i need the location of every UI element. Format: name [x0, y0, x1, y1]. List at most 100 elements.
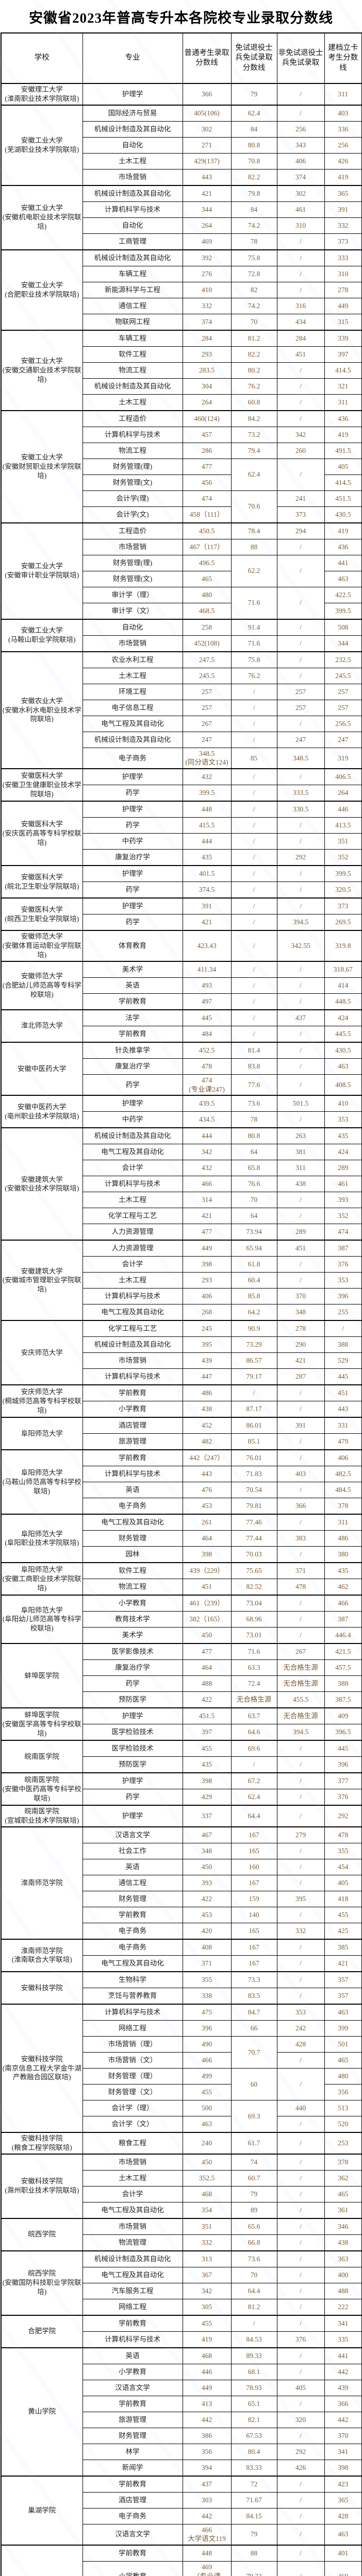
school-cell-22: 阜阳师范大学	[1, 1417, 83, 1450]
table-row: 皖南医学院 (宣城职业技术学院联培) 护理学 337 64.4/292	[1, 1805, 362, 1827]
score-nonexempt-veteran-cell: /	[276, 2363, 325, 2380]
score-nonexempt-veteran-cell: 426	[276, 2459, 325, 2477]
score-exempt-veteran-cell: /	[231, 731, 277, 748]
score-normal-cell: 354	[182, 2201, 232, 2219]
score-nonexempt-veteran-cell: 257	[276, 699, 325, 716]
score-exempt-veteran-cell: 76.2	[231, 667, 277, 684]
school-cell-11: 安徽医科大学 (皖北卫生职业学院联培)	[1, 865, 83, 899]
score-filecard-cell: 365	[324, 2492, 362, 2509]
score-filecard-cell: 310	[324, 265, 362, 282]
score-exempt-veteran-cell: 73.6	[231, 2250, 277, 2267]
table-row: 皖西学院 (安徽国防科技职业学院联培) 机械设计制造及其自动化 313 73.6/36…	[1, 2250, 362, 2316]
score-nonexempt-veteran-cell: 348.5	[276, 747, 325, 769]
score-exempt-veteran-cell: 73.94	[231, 1224, 277, 1241]
score-exempt-veteran-cell: 73.3	[231, 1971, 277, 1988]
score-nonexempt-veteran-cell: 394.5	[276, 914, 325, 931]
score-nonexempt-veteran-cell: 263	[276, 1127, 325, 1145]
major-cell: 审计学（文）	[82, 602, 183, 620]
score-exempt-veteran-cell: 79	[231, 2185, 277, 2202]
score-exempt-veteran-cell: 87.17	[231, 1401, 277, 1418]
column-header-2: 普通考生录取分数线	[182, 32, 232, 84]
score-normal-cell: 496.5	[182, 554, 232, 571]
major-cell: 机械设计制造及其自动化	[82, 1127, 183, 1145]
score-filecard-cell: 445	[324, 1368, 362, 1385]
table-row: 土木工程 429(137) 70.8 406 426	[1, 152, 362, 170]
score-filecard-cell: 336	[324, 121, 362, 138]
major-cell: 市场营销	[82, 2217, 183, 2235]
score-normal-cell: 245.5	[182, 667, 232, 684]
score-exempt-veteran-cell: 79	[231, 83, 277, 106]
major-cell: 会计学	[82, 2185, 183, 2202]
score-normal-cell: 451	[182, 1579, 232, 1596]
score-nonexempt-veteran-cell: 292	[276, 2443, 325, 2460]
score-nonexempt-veteran-cell: /	[276, 635, 325, 652]
table-row: 网络工程 396 66 242 399	[1, 2020, 362, 2037]
score-exempt-veteran-cell: 81.2	[231, 329, 277, 347]
score-filecard-cell: 362	[324, 2170, 362, 2187]
score-normal-cell: 421	[182, 184, 232, 202]
score-nonexempt-veteran-cell: /	[276, 249, 325, 266]
table-row: 机械设计制造及其自动化 304 76.2/321	[1, 378, 362, 395]
score-exempt-veteran-cell: 82.2	[231, 346, 277, 363]
score-nonexempt-veteran-cell: 366	[276, 1498, 325, 1515]
score-exempt-veteran-cell: /	[231, 1756, 277, 1773]
table-row: 审计学（理） 480 71.6/422.5	[1, 586, 362, 620]
major-cell: 市场营销	[82, 538, 183, 555]
table-row: 英语 476 70.54/484.5	[1, 1482, 362, 1499]
score-filecard-cell: 385	[324, 1938, 362, 1956]
table-row: 财务管理（理） 499 60/480	[1, 2067, 362, 2100]
major-cell: 美术学	[82, 1627, 183, 1644]
major-cell: 会计学（理）	[82, 2099, 183, 2116]
score-exempt-veteran-cell: 86.01	[231, 1417, 277, 1434]
score-exempt-veteran-cell: 71.6	[231, 586, 277, 620]
score-exempt-veteran-cell: /	[231, 2314, 277, 2332]
score-exempt-veteran-cell: /	[231, 699, 277, 716]
score-exempt-veteran-cell: 80.4	[231, 2443, 277, 2460]
score-nonexempt-veteran-cell: /	[276, 651, 325, 668]
score-filecard-cell: 405	[324, 1874, 362, 1891]
school-cell-33: 淮南师范学院 (淮南联合大学联培)	[1, 1938, 83, 1972]
score-normal-cell: 442	[182, 2507, 232, 2524]
table-row: 自动化 271 80.8 343 256	[1, 137, 362, 154]
column-header-0: 学校	[1, 32, 83, 84]
school-cell-25: 阜阳师范大学 (安徽工商职业技术学院联培)	[1, 1562, 83, 1596]
table-row: 电气工程及其自动化 268 64.2 348 255	[1, 1304, 362, 1321]
score-normal-cell: 464	[182, 1530, 232, 1547]
score-normal-cell: 447	[182, 1368, 232, 1385]
score-filecard-cell: 414.5	[324, 474, 362, 491]
major-cell: 护理学	[82, 768, 183, 786]
score-exempt-veteran-cell: 无合格生源	[231, 1691, 277, 1708]
score-exempt-veteran-cell: 63.7	[231, 1707, 277, 1725]
score-filecard-cell: /	[324, 1320, 362, 1337]
table-row: 旅游管理 442 82.1 320 442	[1, 2411, 362, 2428]
score-exempt-veteran-cell: 78.4	[231, 522, 277, 539]
score-nonexempt-veteran-cell: 278	[276, 1320, 325, 1337]
major-cell: 新能源科学与工程	[82, 281, 183, 298]
score-filecard-cell: 256.5	[324, 715, 362, 732]
table-row: 酒店管理 303 71.67/365	[1, 2492, 362, 2509]
score-nonexempt-veteran-cell: /	[276, 1041, 325, 1059]
score-nonexempt-veteran-cell: /	[276, 1906, 325, 1923]
score-normal-cell: 468	[182, 2185, 232, 2202]
table-row: 合肥学院 学前教育 455//341	[1, 2314, 362, 2348]
score-filecard-cell: 373	[324, 897, 362, 915]
score-normal-cell: 258	[182, 618, 232, 636]
score-filecard-cell: 501	[324, 2036, 362, 2053]
score-nonexempt-veteran-cell: /	[276, 993, 325, 1010]
score-exempt-veteran-cell: 73.6	[231, 1095, 277, 1112]
score-filecard-cell: 424	[324, 1009, 362, 1026]
score-exempt-veteran-cell: 83.33	[231, 2459, 277, 2477]
score-exempt-veteran-cell: 71.67	[231, 2492, 277, 2509]
table-row: 药学 488 72.4 无合格生源 388	[1, 1675, 362, 1692]
score-filecard-cell: 289	[324, 1160, 362, 1177]
score-normal-cell: 276	[182, 265, 232, 282]
score-normal-cell: 452(108)	[182, 635, 232, 652]
score-nonexempt-veteran-cell: /	[276, 1874, 325, 1891]
school-cell-10: 安徽医科大学 (安庆医药高等专科学校联培)	[1, 801, 83, 866]
score-exempt-veteran-cell: /	[231, 768, 277, 786]
score-exempt-veteran-cell: 64.2	[231, 1304, 277, 1321]
major-cell: 酒店管理	[82, 1417, 183, 1434]
score-normal-cell: 394	[182, 2459, 232, 2477]
score-exempt-veteran-cell: 62.4	[231, 458, 277, 491]
major-cell: 药学	[82, 882, 183, 899]
